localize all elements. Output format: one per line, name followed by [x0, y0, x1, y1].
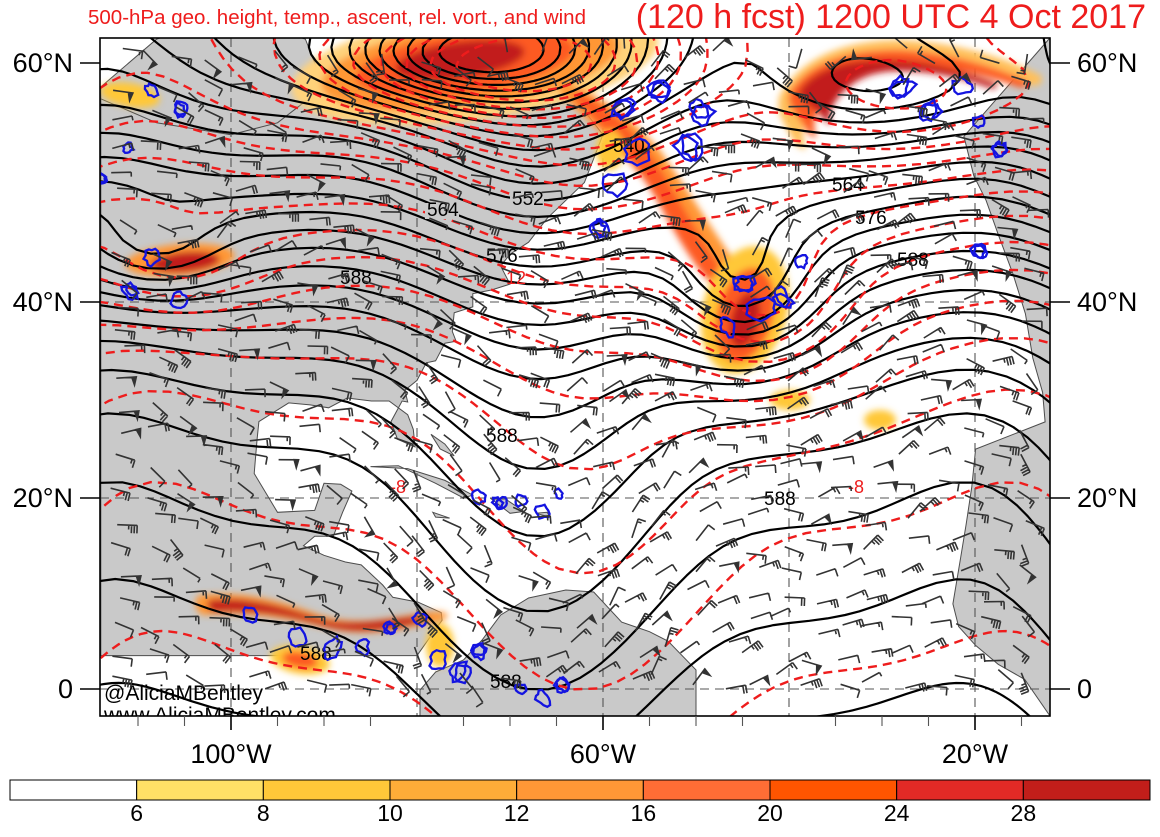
svg-text:6: 6 — [130, 800, 143, 826]
svg-text:16: 16 — [631, 800, 657, 826]
svg-text:20: 20 — [757, 800, 783, 826]
svg-text:0: 0 — [1077, 674, 1092, 704]
svg-text:8: 8 — [257, 800, 270, 826]
svg-text:20°W: 20°W — [942, 739, 1009, 769]
svg-text:576: 576 — [855, 208, 887, 229]
svg-text:60°N: 60°N — [13, 48, 73, 78]
svg-text:28: 28 — [1011, 800, 1037, 826]
svg-text:588: 588 — [340, 268, 372, 289]
svg-text:60°N: 60°N — [1077, 48, 1137, 78]
svg-text:40°N: 40°N — [1077, 287, 1137, 317]
svg-text:20°N: 20°N — [13, 483, 73, 513]
svg-text:588: 588 — [300, 644, 332, 665]
svg-text:24: 24 — [884, 800, 910, 826]
svg-text:552: 552 — [512, 189, 544, 210]
svg-text:0: 0 — [58, 674, 73, 704]
svg-text:40°N: 40°N — [13, 287, 73, 317]
svg-text:20°N: 20°N — [1077, 483, 1137, 513]
svg-text:10: 10 — [377, 800, 403, 826]
svg-text:60°W: 60°W — [570, 739, 637, 769]
svg-text:588: 588 — [764, 489, 796, 510]
svg-text:-12: -12 — [500, 268, 526, 288]
svg-text:12: 12 — [504, 800, 530, 826]
svg-text:100°W: 100°W — [190, 739, 272, 769]
